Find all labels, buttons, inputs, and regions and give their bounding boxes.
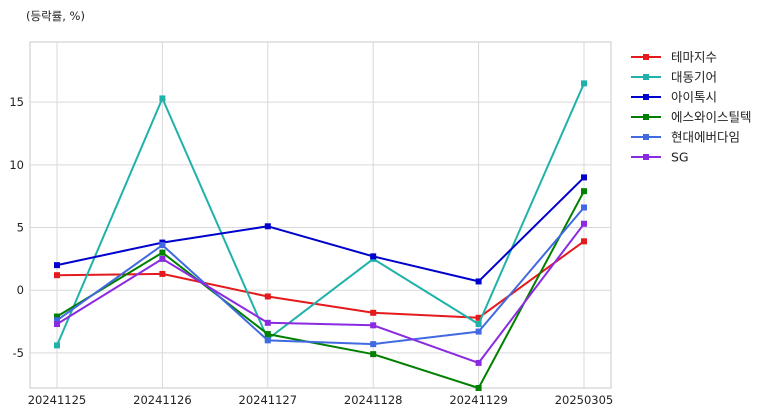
data-point	[54, 342, 60, 349]
legend-label: SG	[671, 150, 689, 165]
data-point	[370, 309, 377, 316]
legend-marker	[643, 134, 649, 140]
legend-marker	[643, 54, 649, 60]
data-point	[370, 322, 377, 329]
legend-label: 아이톡시	[671, 90, 717, 105]
legend-item: 에스와이스틸텍	[631, 110, 752, 125]
data-point	[264, 293, 271, 300]
data-point	[54, 313, 60, 320]
series-line	[56, 223, 585, 364]
series-5	[54, 204, 587, 348]
data-point	[581, 204, 587, 211]
data-point	[54, 262, 60, 269]
x-tick-label: 20241127	[239, 393, 298, 407]
legend-marker	[643, 154, 649, 160]
data-point	[581, 238, 587, 245]
legend-label: 현대에버다임	[671, 130, 740, 145]
y-axis-unit-label: (등락률, %)	[26, 9, 85, 23]
data-point	[54, 317, 60, 324]
data-point	[159, 249, 166, 256]
data-point	[264, 223, 271, 230]
legend-marker	[643, 94, 649, 100]
series-line	[56, 206, 585, 346]
plot-area	[29, 41, 612, 389]
series-4	[54, 188, 587, 391]
data-point	[54, 272, 60, 279]
data-point	[475, 359, 482, 366]
legend-marker	[643, 74, 649, 80]
legend-item: SG	[631, 150, 689, 165]
series-1	[54, 238, 587, 321]
data-point	[370, 341, 377, 348]
series-group	[54, 80, 587, 391]
data-point	[159, 255, 166, 262]
legend-label: 에스와이스틸텍	[671, 110, 752, 125]
y-axis-ticks: -5 0 5 10 15	[9, 95, 24, 360]
y-tick-label: -5	[13, 346, 24, 360]
x-axis-ticks: 20241125 20241126 20241127 20241128 20241129…	[28, 393, 614, 407]
data-point	[581, 80, 587, 87]
data-point	[159, 270, 166, 277]
y-tick-label: 5	[17, 221, 24, 235]
y-tick-label: 0	[17, 283, 24, 297]
y-tick-label: 10	[9, 158, 24, 172]
series-line	[56, 190, 585, 389]
legend-item: 테마지수	[631, 50, 717, 65]
data-point	[264, 319, 271, 326]
data-point	[581, 220, 587, 227]
data-point	[475, 314, 482, 321]
data-point	[475, 328, 482, 335]
x-tick-label: 20241126	[133, 393, 192, 407]
legend-label: 대동기어	[671, 70, 717, 85]
data-point	[475, 278, 482, 285]
data-point	[54, 321, 60, 328]
series-line	[56, 82, 585, 346]
data-point	[370, 253, 377, 260]
legend-item: 아이톡시	[631, 90, 717, 105]
x-tick-label: 20241128	[344, 393, 403, 407]
x-tick-label: 20241125	[28, 393, 87, 407]
legend-item: 대동기어	[631, 70, 717, 85]
data-point	[475, 385, 482, 391]
series-line	[56, 240, 585, 319]
x-tick-label: 20250305	[555, 393, 614, 407]
legend-item: 현대에버다임	[631, 130, 740, 145]
data-point	[370, 351, 377, 358]
data-point	[159, 242, 166, 249]
data-point	[264, 337, 271, 344]
data-point	[581, 188, 587, 195]
data-point	[581, 174, 587, 181]
series-6	[54, 220, 587, 366]
series-line	[56, 176, 585, 283]
data-point	[475, 321, 482, 328]
x-tick-label: 20241129	[449, 393, 508, 407]
data-point	[159, 95, 166, 102]
legend-marker	[643, 114, 649, 120]
data-point	[264, 331, 271, 338]
legend-label: 테마지수	[671, 50, 717, 65]
y-tick-label: 15	[9, 95, 24, 109]
